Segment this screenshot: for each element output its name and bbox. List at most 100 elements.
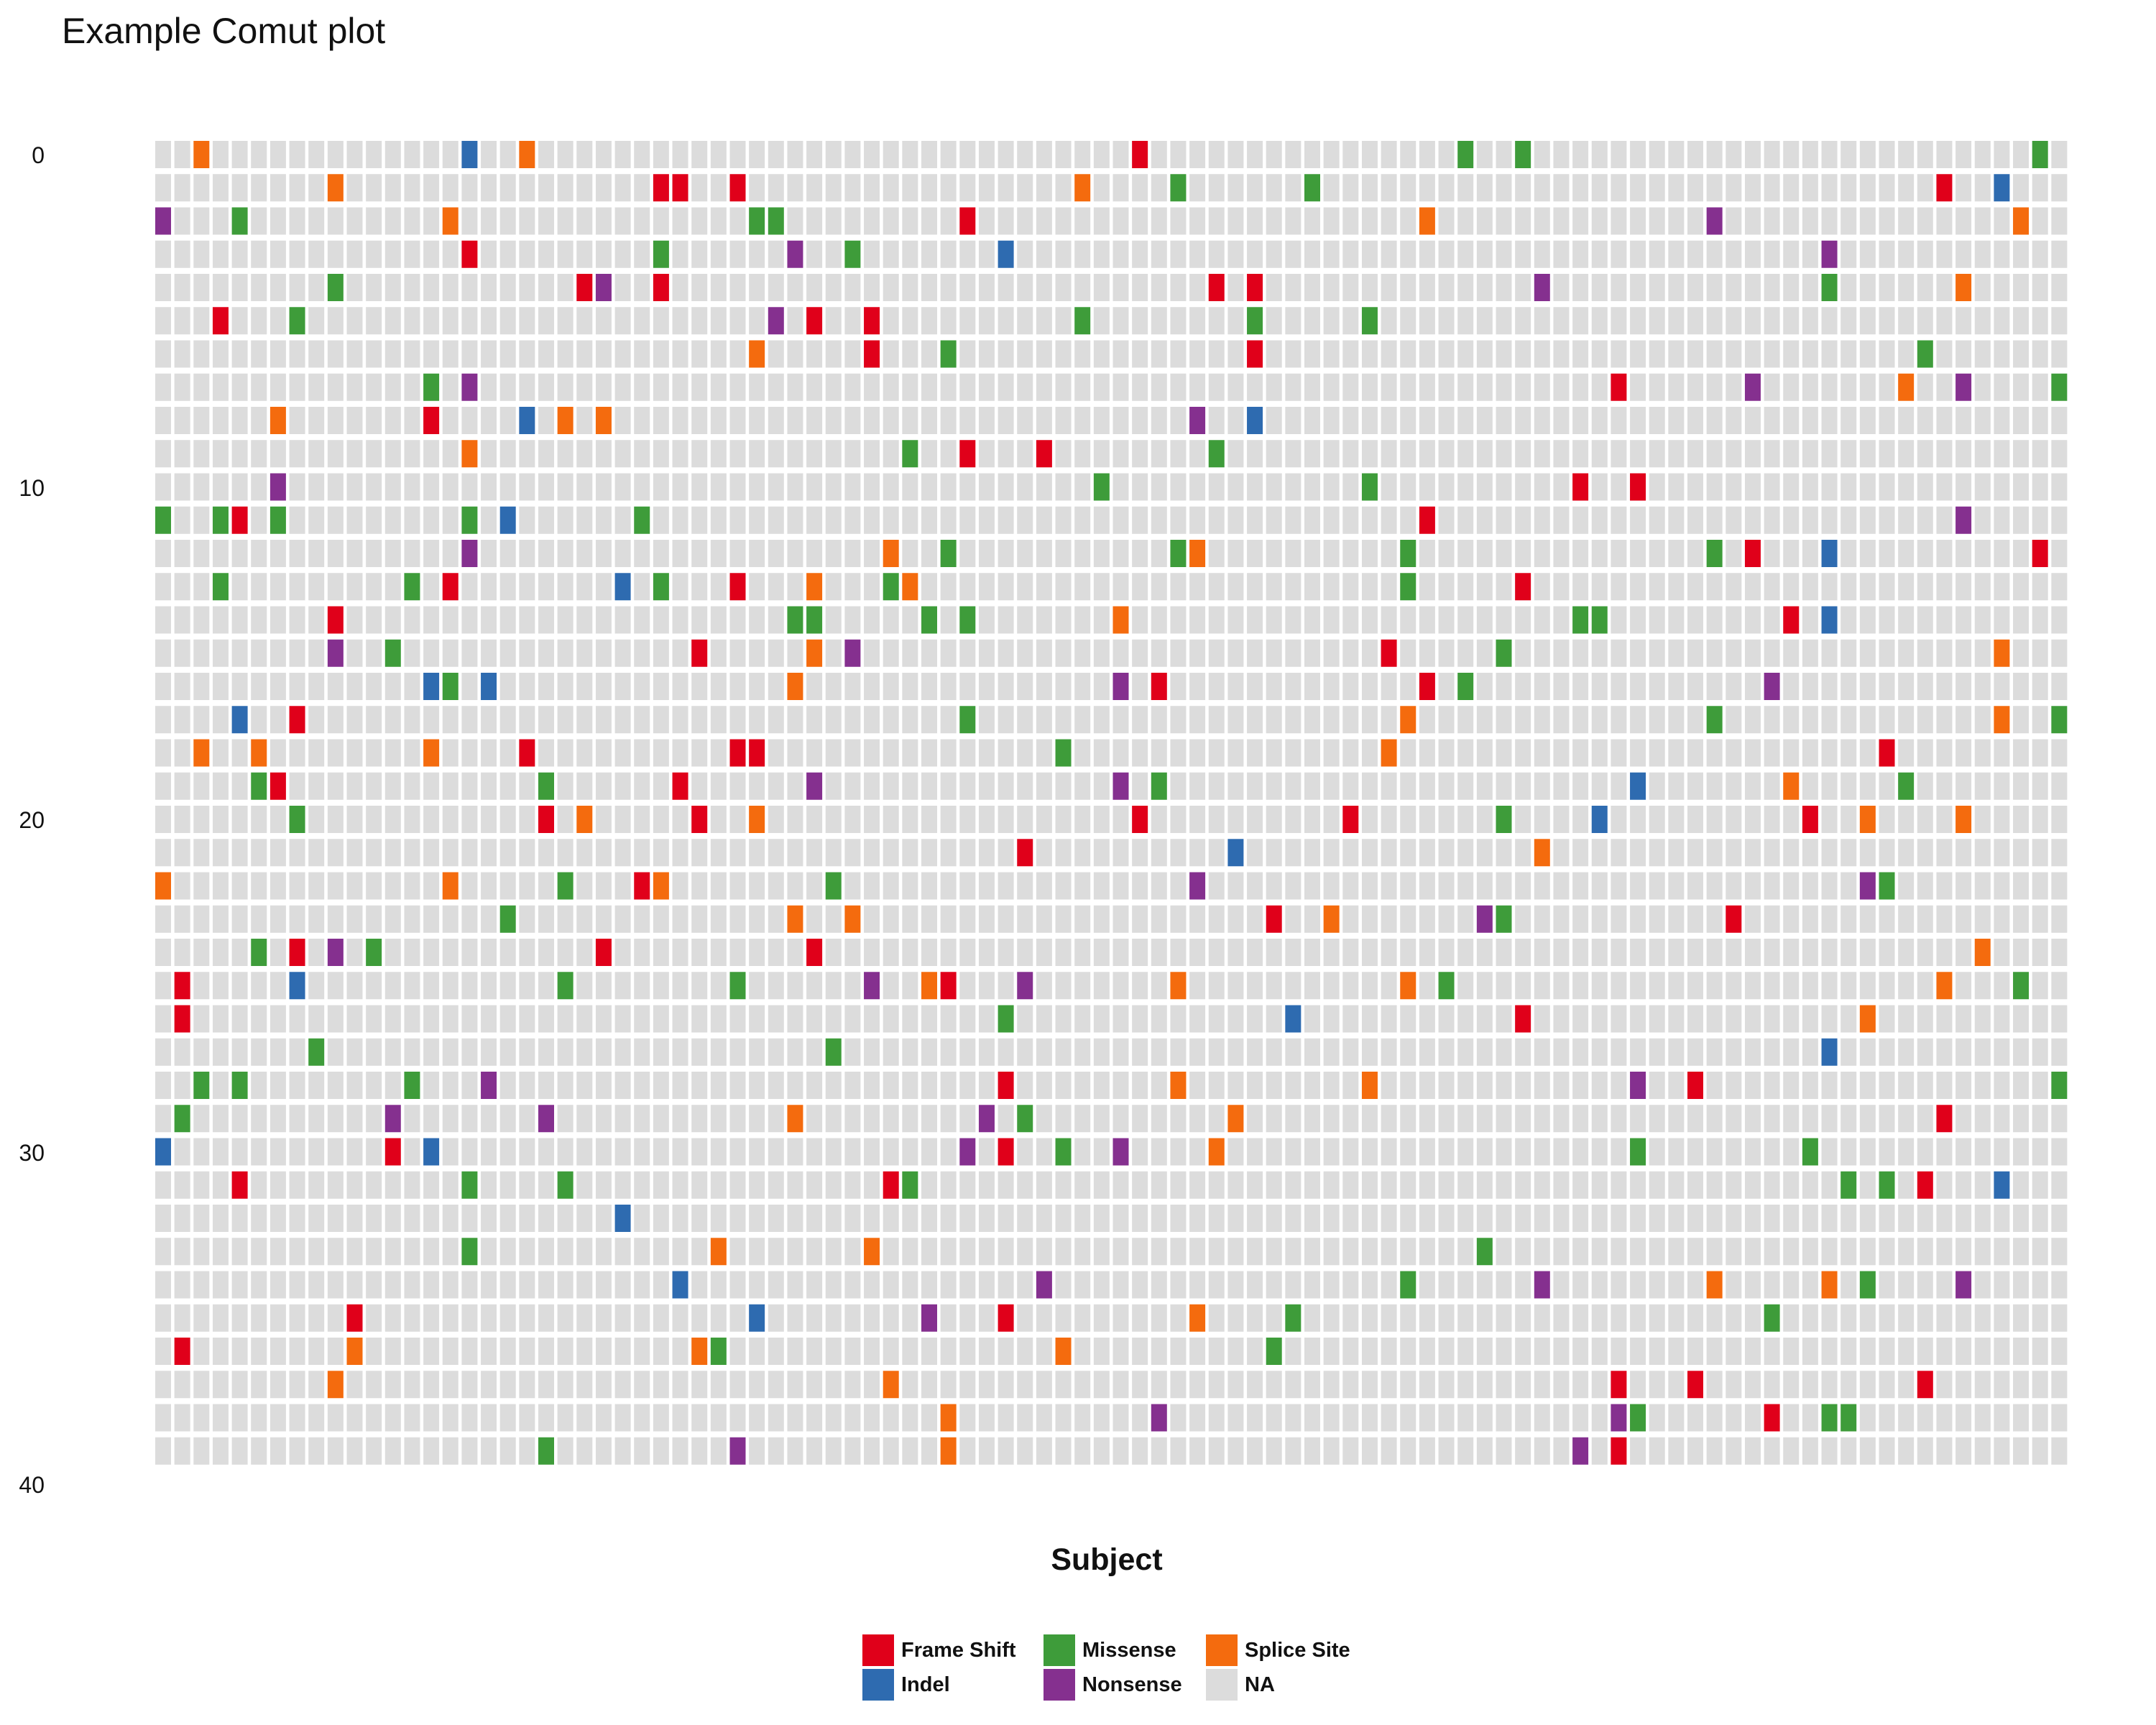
heatmap-cell-na — [1687, 274, 1703, 301]
heatmap-cell-na — [481, 839, 497, 867]
heatmap-cell-na — [1668, 240, 1685, 268]
heatmap-cell-na — [1534, 340, 1550, 368]
heatmap-cell-na — [499, 706, 516, 734]
heatmap-cell-na — [1994, 141, 2010, 168]
heatmap-cell-na — [1764, 839, 1780, 867]
heatmap-cell-na — [1055, 939, 1072, 966]
heatmap-cell-na — [193, 939, 210, 966]
heatmap-cell-na — [768, 806, 784, 833]
heatmap-cell-na — [1591, 739, 1608, 767]
heatmap-cell-na — [1515, 739, 1531, 767]
heatmap-cell-na — [883, 1105, 899, 1133]
heatmap-cell-na — [595, 639, 612, 667]
heatmap-cell-missense — [2032, 141, 2048, 168]
heatmap-cell-na — [1706, 274, 1723, 301]
heatmap-cell-na — [1036, 673, 1052, 700]
heatmap-cell-na — [940, 1205, 957, 1232]
heatmap-cell-na — [2051, 207, 2068, 235]
heatmap-cell-na — [1783, 872, 1800, 900]
heatmap-cell-na — [499, 1304, 516, 1332]
heatmap-cell-na — [155, 1171, 171, 1199]
heatmap-cell-na — [1687, 939, 1703, 966]
heatmap-cell-na — [1994, 307, 2010, 335]
heatmap-cell-na — [1036, 340, 1052, 368]
heatmap-cell-na — [1055, 772, 1072, 800]
heatmap-cell-na — [1361, 972, 1378, 1000]
heatmap-cell-na — [193, 1271, 210, 1299]
heatmap-cell-na — [998, 373, 1014, 401]
heatmap-cell-na — [1917, 1271, 1933, 1299]
heatmap-cell-na — [634, 440, 650, 468]
heatmap-cell-na — [1649, 1005, 1665, 1033]
heatmap-cell-na — [1611, 1105, 1627, 1133]
heatmap-cell-na — [1955, 673, 1972, 700]
heatmap-cell-na — [768, 141, 784, 168]
heatmap-cell-na — [1266, 606, 1282, 634]
heatmap-cell-na — [366, 606, 382, 634]
heatmap-cell-na — [2013, 1005, 2030, 1033]
heatmap-cell-na — [1534, 141, 1550, 168]
heatmap-cell-na — [1496, 573, 1512, 601]
heatmap-cell-na — [1553, 606, 1570, 634]
heatmap-cell-na — [940, 240, 957, 268]
heatmap-cell-na — [1706, 972, 1723, 1000]
heatmap-cell-na — [1668, 573, 1685, 601]
heatmap-cell-na — [787, 1371, 803, 1399]
heatmap-cell-na — [1151, 340, 1167, 368]
heatmap-cell-na — [710, 440, 727, 468]
heatmap-cell-na — [729, 1371, 746, 1399]
heatmap-cell-frame-shift — [231, 1171, 248, 1199]
heatmap-cell-na — [251, 1271, 267, 1299]
heatmap-cell-na — [787, 274, 803, 301]
heatmap-cell-na — [1496, 340, 1512, 368]
heatmap-cell-na — [1668, 972, 1685, 1000]
heatmap-cell-na — [1591, 440, 1608, 468]
heatmap-cell-splice-site — [844, 905, 861, 933]
heatmap-cell-na — [1668, 506, 1685, 534]
heatmap-cell-na — [1227, 207, 1244, 235]
heatmap-cell-na — [1764, 473, 1780, 501]
heatmap-cell-na — [1974, 839, 1991, 867]
heatmap-cell-na — [1515, 540, 1531, 567]
heatmap-cell-na — [1859, 1205, 1876, 1232]
heatmap-cell-na — [806, 274, 823, 301]
heatmap-cell-na — [1936, 373, 1953, 401]
heatmap-cell-na — [1974, 706, 1991, 734]
heatmap-cell-na — [1342, 706, 1359, 734]
heatmap-cell-na — [883, 1238, 899, 1266]
heatmap-cell-na — [1553, 1171, 1570, 1199]
heatmap-cell-missense — [1170, 174, 1187, 202]
heatmap-cell-na — [1936, 739, 1953, 767]
heatmap-cell-missense — [1879, 872, 1895, 900]
heatmap-cell-na — [1017, 274, 1033, 301]
heatmap-cell-na — [1227, 673, 1244, 700]
heatmap-cell-na — [423, 1205, 440, 1232]
heatmap-cell-na — [1361, 1304, 1378, 1332]
heatmap-cell-na — [1438, 274, 1455, 301]
heatmap-cell-na — [1553, 1005, 1570, 1033]
heatmap-cell-na — [1189, 307, 1206, 335]
heatmap-cell-na — [1994, 1038, 2010, 1066]
heatmap-cell-na — [1974, 274, 1991, 301]
heatmap-cell-na — [1591, 872, 1608, 900]
heatmap-cell-na — [864, 1171, 880, 1199]
heatmap-cell-na — [404, 1437, 420, 1465]
heatmap-cell-na — [1381, 806, 1397, 833]
heatmap-cell-na — [1323, 806, 1340, 833]
heatmap-cell-na — [1208, 1072, 1225, 1099]
heatmap-cell-na — [1879, 307, 1895, 335]
heatmap-cell-na — [270, 1038, 286, 1066]
heatmap-cell-na — [346, 340, 363, 368]
heatmap-cell-na — [1917, 174, 1933, 202]
heatmap-cell-na — [538, 340, 554, 368]
heatmap-cell-na — [1687, 1205, 1703, 1232]
heatmap-cell-na — [1438, 939, 1455, 966]
heatmap-cell-na — [959, 739, 976, 767]
heatmap-cell-na — [1841, 872, 1857, 900]
heatmap-cell-na — [883, 939, 899, 966]
heatmap-cell-na — [653, 373, 669, 401]
heatmap-cell-nonsense — [787, 240, 803, 268]
heatmap-cell-na — [212, 1338, 229, 1365]
heatmap-cell-na — [538, 506, 554, 534]
heatmap-cell-na — [1285, 207, 1302, 235]
